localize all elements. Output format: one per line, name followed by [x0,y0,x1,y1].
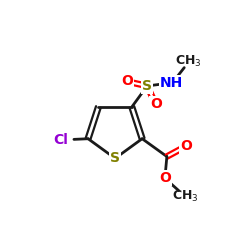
Text: O: O [150,98,162,112]
Text: S: S [142,79,152,93]
Text: CH$_3$: CH$_3$ [175,54,201,69]
Text: S: S [110,151,120,166]
Text: O: O [159,171,171,185]
Text: CH$_3$: CH$_3$ [172,188,199,204]
Text: O: O [180,139,192,153]
Text: NH: NH [160,76,184,90]
Text: O: O [121,74,133,88]
Text: Cl: Cl [54,133,68,147]
